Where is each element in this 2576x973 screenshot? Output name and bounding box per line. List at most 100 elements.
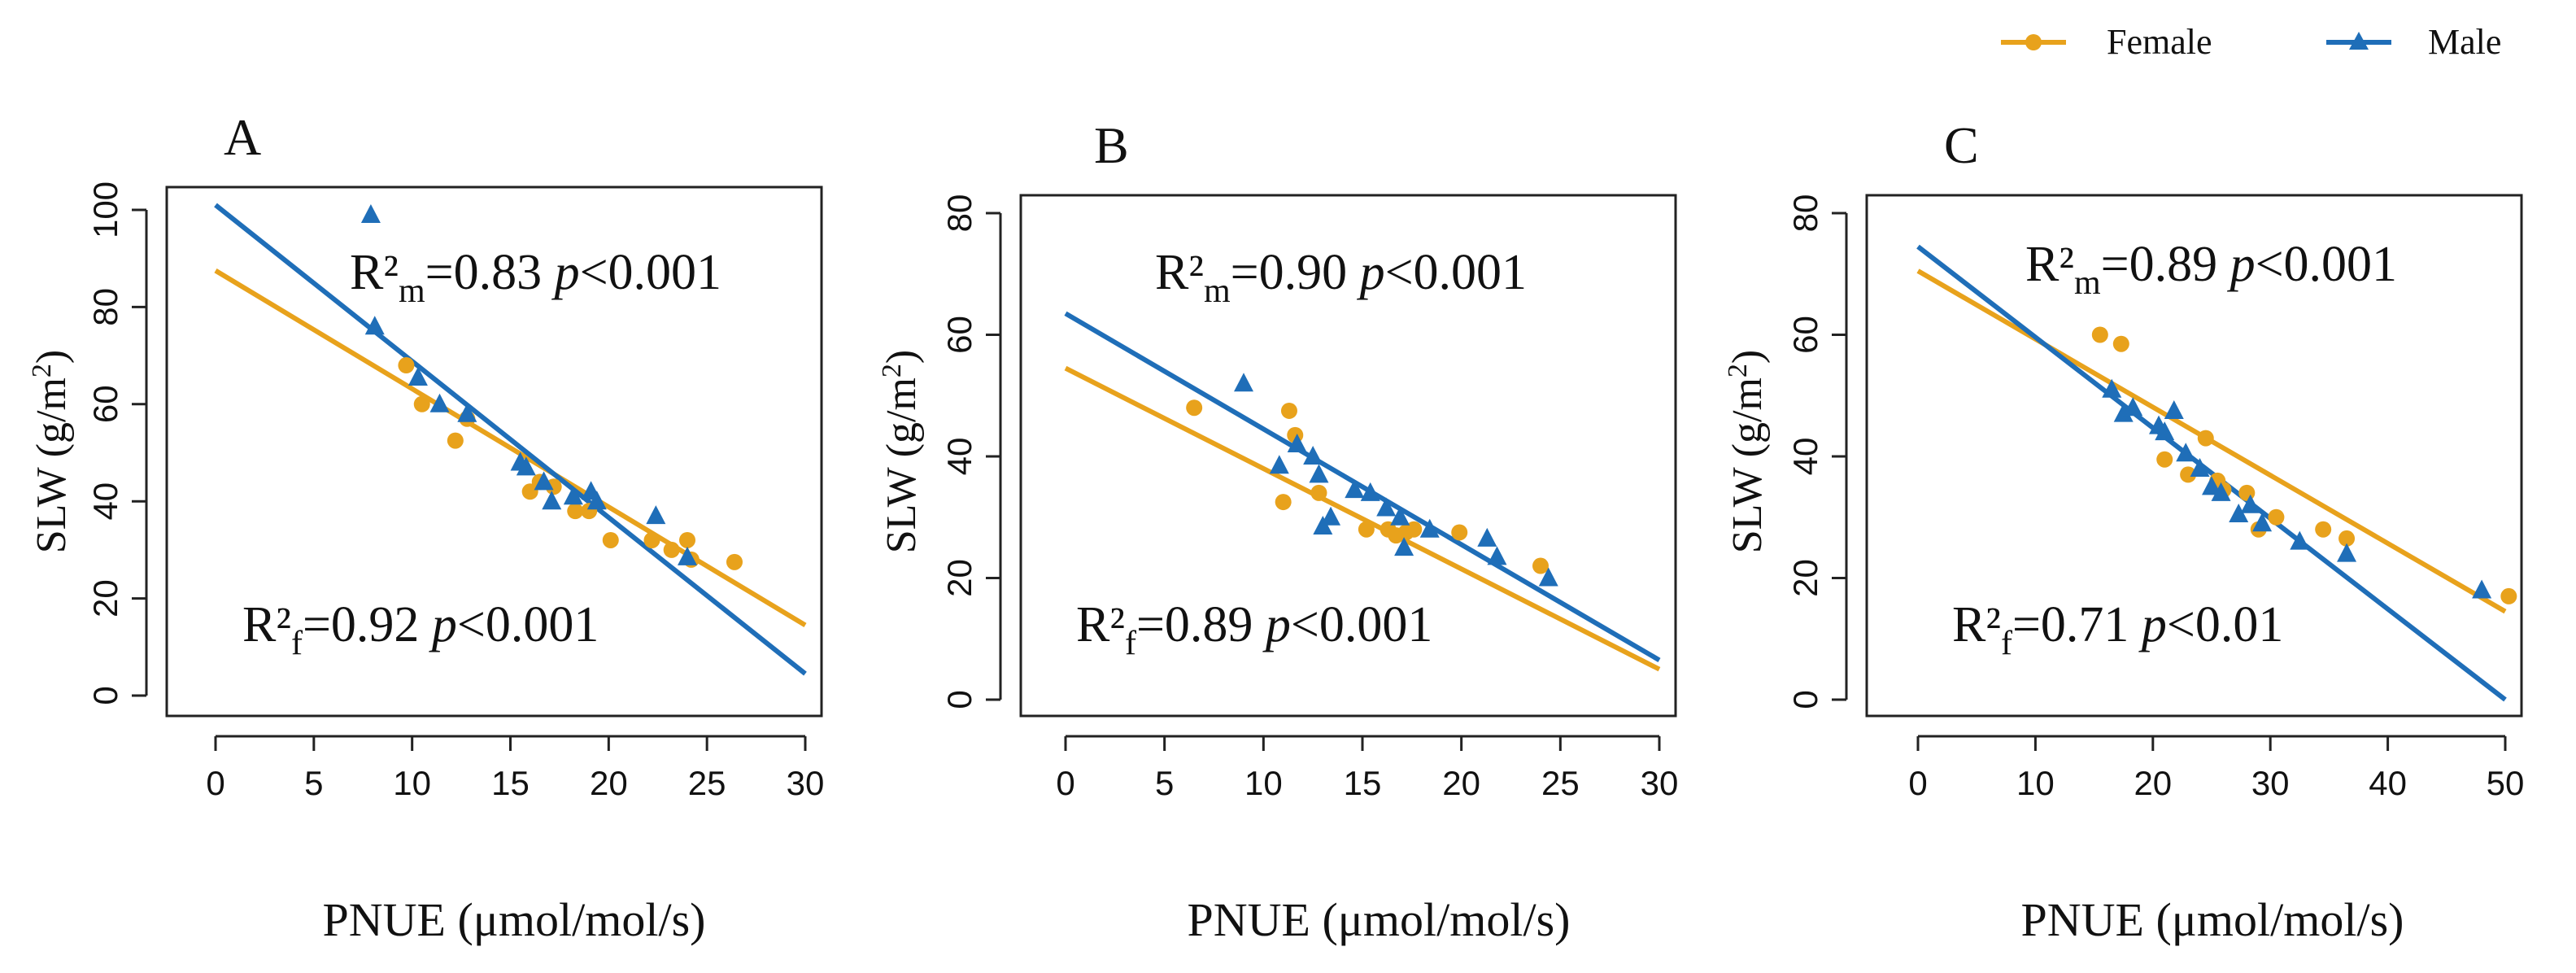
male-point — [1309, 464, 1329, 483]
x-tick-label: 20 — [590, 764, 628, 802]
female-point — [1532, 557, 1549, 574]
male-point — [646, 505, 666, 525]
male-point — [360, 203, 381, 223]
plot-frame — [1865, 194, 2523, 718]
x-axis-label: PNUE (μmol/mol/s) — [323, 893, 706, 946]
y-tick-label: 0 — [1786, 690, 1824, 709]
male-point — [408, 366, 428, 386]
male-point — [2155, 421, 2175, 441]
y-axis-label: SLW (g/m2) — [1723, 350, 1771, 554]
plot-area: 0 5 10 15 20 25 30 0 20 40 60 80 R²m=0.90 p<0.001 R²f… — [940, 194, 1678, 802]
panel-a: A SLW (g/m2) PNUE (μmol/mol/s) 0 5 10 15 20 2… — [27, 108, 824, 946]
male-point — [1376, 497, 1397, 517]
male-point — [1234, 373, 1253, 392]
female-point — [2315, 521, 2332, 538]
male-point — [542, 491, 562, 510]
male-point — [1287, 434, 1307, 453]
female-regression-line — [1064, 365, 1661, 672]
male-point — [2202, 476, 2221, 495]
legend-female-label: Female — [2107, 22, 2212, 62]
female-point — [1275, 494, 1292, 511]
female-point — [2112, 335, 2129, 352]
x-tick-label: 30 — [1641, 764, 1679, 802]
male-point — [2290, 530, 2310, 550]
female-point — [1310, 484, 1327, 501]
annotation-female: R²f=0.92 p<0.001 — [242, 597, 599, 662]
male-point — [534, 471, 554, 491]
male-point — [1390, 506, 1410, 526]
x-tick-label: 10 — [1244, 764, 1283, 802]
male-point — [429, 393, 450, 412]
male-point — [2472, 579, 2492, 599]
annotation-female: R²f=0.89 p<0.001 — [1076, 597, 1432, 662]
legend-male-label: Male — [2428, 22, 2501, 62]
female-point — [413, 395, 430, 412]
x-tick-label: 40 — [2369, 764, 2407, 802]
x-tick-label: 5 — [304, 764, 323, 802]
male-point — [1360, 482, 1380, 501]
female-point — [2338, 530, 2356, 547]
female-regression-line — [214, 268, 807, 628]
annotation-male: R²m=0.89 p<0.001 — [2025, 237, 2397, 302]
male-point — [364, 316, 385, 335]
male-point — [457, 403, 477, 422]
male-point — [2211, 482, 2231, 501]
x-tick-label: 0 — [206, 764, 224, 802]
annotation-male: R²m=0.90 p<0.001 — [1155, 245, 1527, 310]
female-point — [643, 531, 660, 548]
x-tick-label: 50 — [2487, 764, 2525, 802]
y-axis-label: SLW (g/m2) — [877, 350, 925, 554]
plot-frame — [1019, 194, 1677, 718]
panel-label: C — [1944, 116, 1979, 174]
x-axis-label: PNUE (μmol/mol/s) — [1188, 893, 1571, 946]
panel-label: B — [1094, 116, 1129, 174]
male-point — [2164, 399, 2184, 419]
female-point — [726, 553, 743, 570]
plot-frame — [165, 185, 823, 718]
female-point — [2268, 508, 2285, 526]
male-point — [563, 486, 583, 505]
y-tick-label: 60 — [940, 316, 979, 354]
plot-area: 0 10 20 30 40 50 0 20 40 60 80 R²m=0.89 p<0.001 R²f=… — [1786, 194, 2524, 802]
male-point — [1269, 455, 1289, 474]
male-regression-line — [214, 203, 807, 676]
male-point — [1538, 567, 1558, 587]
female-point — [567, 503, 584, 520]
female-point — [679, 531, 695, 548]
x-tick-label: 15 — [491, 764, 530, 802]
y-tick-label: 60 — [1786, 316, 1824, 354]
y-tick-label: 40 — [86, 482, 124, 521]
male-point — [516, 456, 536, 476]
y-axis-label-sup: 2 — [1723, 364, 1753, 377]
male-point — [586, 491, 607, 510]
female-point — [2500, 587, 2517, 604]
y-tick-label: 40 — [940, 438, 979, 476]
plot-area: 0 5 10 15 20 25 30 0 20 40 60 80 100 R²m=0.83 p<0.001… — [86, 181, 824, 802]
male-regression-line — [1064, 311, 1661, 663]
female-point — [398, 357, 415, 374]
male-point — [2123, 397, 2143, 417]
male-point — [2229, 504, 2249, 523]
male-point — [2190, 457, 2210, 477]
female-point — [2180, 466, 2197, 483]
female-point — [2197, 430, 2214, 447]
female-point — [663, 541, 680, 558]
male-point — [1321, 506, 1341, 526]
male-regression-line — [1916, 244, 2507, 702]
female-point — [2156, 451, 2173, 468]
y-tick-label: 60 — [86, 385, 124, 423]
male-point — [2113, 403, 2134, 422]
y-tick-label: 0 — [940, 690, 979, 709]
female-point — [447, 432, 464, 449]
female-point — [2091, 326, 2108, 343]
female-point — [1358, 521, 1375, 538]
female-point — [1451, 524, 1468, 541]
male-point — [2176, 443, 2196, 462]
y-tick-label: 20 — [86, 579, 124, 617]
y-tick-label: 0 — [86, 686, 124, 705]
y-tick-label: 80 — [1786, 194, 1824, 233]
x-tick-label: 25 — [1541, 764, 1580, 802]
x-tick-label: 0 — [1056, 764, 1074, 802]
male-point — [1477, 527, 1497, 547]
y-tick-label: 20 — [1786, 559, 1824, 597]
